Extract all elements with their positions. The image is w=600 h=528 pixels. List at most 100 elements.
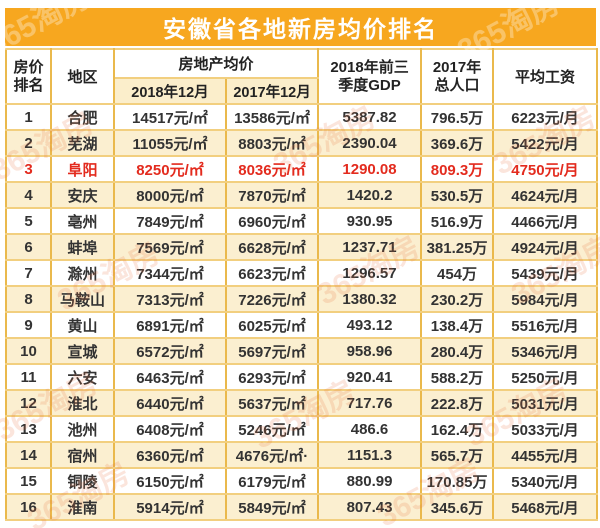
price-2018-cell: 6572元/㎡ xyxy=(113,337,227,365)
table-row: 7 滁州 7344元/㎡ 6623元/㎡ 1296.57 454万 5439元/月 xyxy=(5,259,599,287)
price-2018-cell: 8250元/㎡ xyxy=(113,155,227,183)
price-2018-cell: 6463元/㎡ xyxy=(113,363,227,391)
price-2017-cell: 13586元/㎡ xyxy=(224,103,320,131)
gdp-cell: 930.95 xyxy=(317,207,423,235)
gdp-cell: 1290.08 xyxy=(317,155,423,183)
rank-cell: 16 xyxy=(5,493,52,521)
price-2017-cell: 6179元/㎡ xyxy=(224,467,320,495)
price-2017-cell: 5246元/㎡ xyxy=(224,415,320,443)
rank-cell: 14 xyxy=(5,441,52,469)
price-ranking-table: 房价 排名 地区 房地产均价 2018年前三 季度GDP 2017年 总人口 平… xyxy=(5,48,599,521)
gdp-cell: 807.43 xyxy=(317,493,423,521)
rank-cell: 4 xyxy=(5,181,52,209)
price-2018-cell: 7569元/㎡ xyxy=(113,233,227,261)
price-2017-cell: 7226元/㎡ xyxy=(224,285,320,313)
header-region: 地区 xyxy=(50,48,115,105)
price-2018-cell: 6360元/㎡ xyxy=(113,441,227,469)
region-cell: 滁州 xyxy=(50,259,115,287)
salary-cell: 5346元/月 xyxy=(492,337,599,365)
salary-cell: 5031元/月 xyxy=(492,389,599,417)
price-2018-cell: 5914元/㎡ xyxy=(113,493,227,521)
region-cell: 淮南 xyxy=(50,493,115,521)
population-cell: 516.9万 xyxy=(420,207,495,235)
population-cell: 280.4万 xyxy=(420,337,495,365)
table-row: 1 合肥 14517元/㎡ 13586元/㎡ 5387.82 796.5万 6223元/月 xyxy=(5,103,599,131)
header-population: 2017年 总人口 xyxy=(420,48,495,105)
salary-cell: 4455元/月 xyxy=(492,441,599,469)
price-2018-cell: 6891元/㎡ xyxy=(113,311,227,339)
salary-cell: 5340元/月 xyxy=(492,467,599,495)
salary-cell: 4924元/月 xyxy=(492,233,599,261)
gdp-cell: 1151.3 xyxy=(317,441,423,469)
rank-cell: 10 xyxy=(5,337,52,365)
gdp-cell: 486.6 xyxy=(317,415,423,443)
region-cell: 黄山 xyxy=(50,311,115,339)
price-2018-cell: 6408元/㎡ xyxy=(113,415,227,443)
table-row: 11 六安 6463元/㎡ 6293元/㎡ 920.41 588.2万 5250元/月 xyxy=(5,363,599,391)
population-cell: 565.7万 xyxy=(420,441,495,469)
table-row: 9 黄山 6891元/㎡ 6025元/㎡ 493.12 138.4万 5516元/月 xyxy=(5,311,599,339)
table-row: 2 芜湖 11055元/㎡ 8803元/㎡ 2390.04 369.6万 5422元/月 xyxy=(5,129,599,157)
population-cell: 588.2万 xyxy=(420,363,495,391)
header-salary: 平均工资 xyxy=(492,48,599,105)
gdp-cell: 1237.71 xyxy=(317,233,423,261)
salary-cell: 4624元/月 xyxy=(492,181,599,209)
population-cell: 381.25万 xyxy=(420,233,495,261)
population-cell: 170.85万 xyxy=(420,467,495,495)
table-row: 13 池州 6408元/㎡ 5246元/㎡ 486.6 162.4万 5033元/月 xyxy=(5,415,599,443)
gdp-cell: 1420.2 xyxy=(317,181,423,209)
page-title: 安徽省各地新房均价排名 xyxy=(163,16,438,42)
salary-cell: 5033元/月 xyxy=(492,415,599,443)
table-row: 3 阜阳 8250元/㎡ 8036元/㎡ 1290.08 809.3万 4750元/月 xyxy=(5,155,599,183)
table-row: 12 淮北 6440元/㎡ 5637元/㎡ 717.76 222.8万 5031元/月 xyxy=(5,389,599,417)
rank-cell: 2 xyxy=(5,129,52,157)
price-2018-cell: 7849元/㎡ xyxy=(113,207,227,235)
price-2017-cell: 6623元/㎡ xyxy=(224,259,320,287)
table-row: 14 宿州 6360元/㎡ 4676元/㎡· 1151.3 565.7万 4455元/月 xyxy=(5,441,599,469)
price-2017-cell: 5637元/㎡ xyxy=(224,389,320,417)
price-2018-cell: 6150元/㎡ xyxy=(113,467,227,495)
title-banner: 安徽省各地新房均价排名 xyxy=(5,8,596,46)
rank-cell: 12 xyxy=(5,389,52,417)
price-2017-cell: 6025元/㎡ xyxy=(224,311,320,339)
price-2017-cell: 6628元/㎡ xyxy=(224,233,320,261)
salary-cell: 6223元/月 xyxy=(492,103,599,131)
salary-cell: 5984元/月 xyxy=(492,285,599,313)
table-row: 10 宣城 6572元/㎡ 5697元/㎡ 958.96 280.4万 5346元/月 xyxy=(5,337,599,365)
population-cell: 369.6万 xyxy=(420,129,495,157)
gdp-cell: 1296.57 xyxy=(317,259,423,287)
salary-cell: 5439元/月 xyxy=(492,259,599,287)
rank-cell: 3 xyxy=(5,155,52,183)
rank-cell: 8 xyxy=(5,285,52,313)
price-2018-cell: 7313元/㎡ xyxy=(113,285,227,313)
header-gdp: 2018年前三 季度GDP xyxy=(317,48,423,105)
population-cell: 222.8万 xyxy=(420,389,495,417)
price-2018-cell: 11055元/㎡ xyxy=(113,129,227,157)
header-price-2018: 2018年12月 xyxy=(113,77,227,105)
region-cell: 宿州 xyxy=(50,441,115,469)
price-2017-cell: 4676元/㎡· xyxy=(224,441,320,469)
table-row: 8 马鞍山 7313元/㎡ 7226元/㎡ 1380.32 230.2万 5984元/月 xyxy=(5,285,599,313)
rank-cell: 6 xyxy=(5,233,52,261)
price-2018-cell: 8000元/㎡ xyxy=(113,181,227,209)
price-2017-cell: 6293元/㎡ xyxy=(224,363,320,391)
price-2017-cell: 7870元/㎡ xyxy=(224,181,320,209)
table-row: 5 亳州 7849元/㎡ 6960元/㎡ 930.95 516.9万 4466元/月 xyxy=(5,207,599,235)
salary-cell: 5516元/月 xyxy=(492,311,599,339)
price-2018-cell: 6440元/㎡ xyxy=(113,389,227,417)
salary-cell: 4466元/月 xyxy=(492,207,599,235)
gdp-cell: 717.76 xyxy=(317,389,423,417)
region-cell: 蚌埠 xyxy=(50,233,115,261)
table-header: 房价 排名 地区 房地产均价 2018年前三 季度GDP 2017年 总人口 平… xyxy=(5,48,599,105)
region-cell: 铜陵 xyxy=(50,467,115,495)
region-cell: 马鞍山 xyxy=(50,285,115,313)
price-2017-cell: 6960元/㎡ xyxy=(224,207,320,235)
region-cell: 亳州 xyxy=(50,207,115,235)
price-2018-cell: 7344元/㎡ xyxy=(113,259,227,287)
table-row: 15 铜陵 6150元/㎡ 6179元/㎡ 880.99 170.85万 5340元/月 xyxy=(5,467,599,495)
salary-cell: 4750元/月 xyxy=(492,155,599,183)
rank-cell: 1 xyxy=(5,103,52,131)
header-row-main: 房价 排名 地区 房地产均价 2018年前三 季度GDP 2017年 总人口 平… xyxy=(5,48,599,105)
gdp-cell: 920.41 xyxy=(317,363,423,391)
header-price-group: 房地产均价 xyxy=(112,48,320,79)
